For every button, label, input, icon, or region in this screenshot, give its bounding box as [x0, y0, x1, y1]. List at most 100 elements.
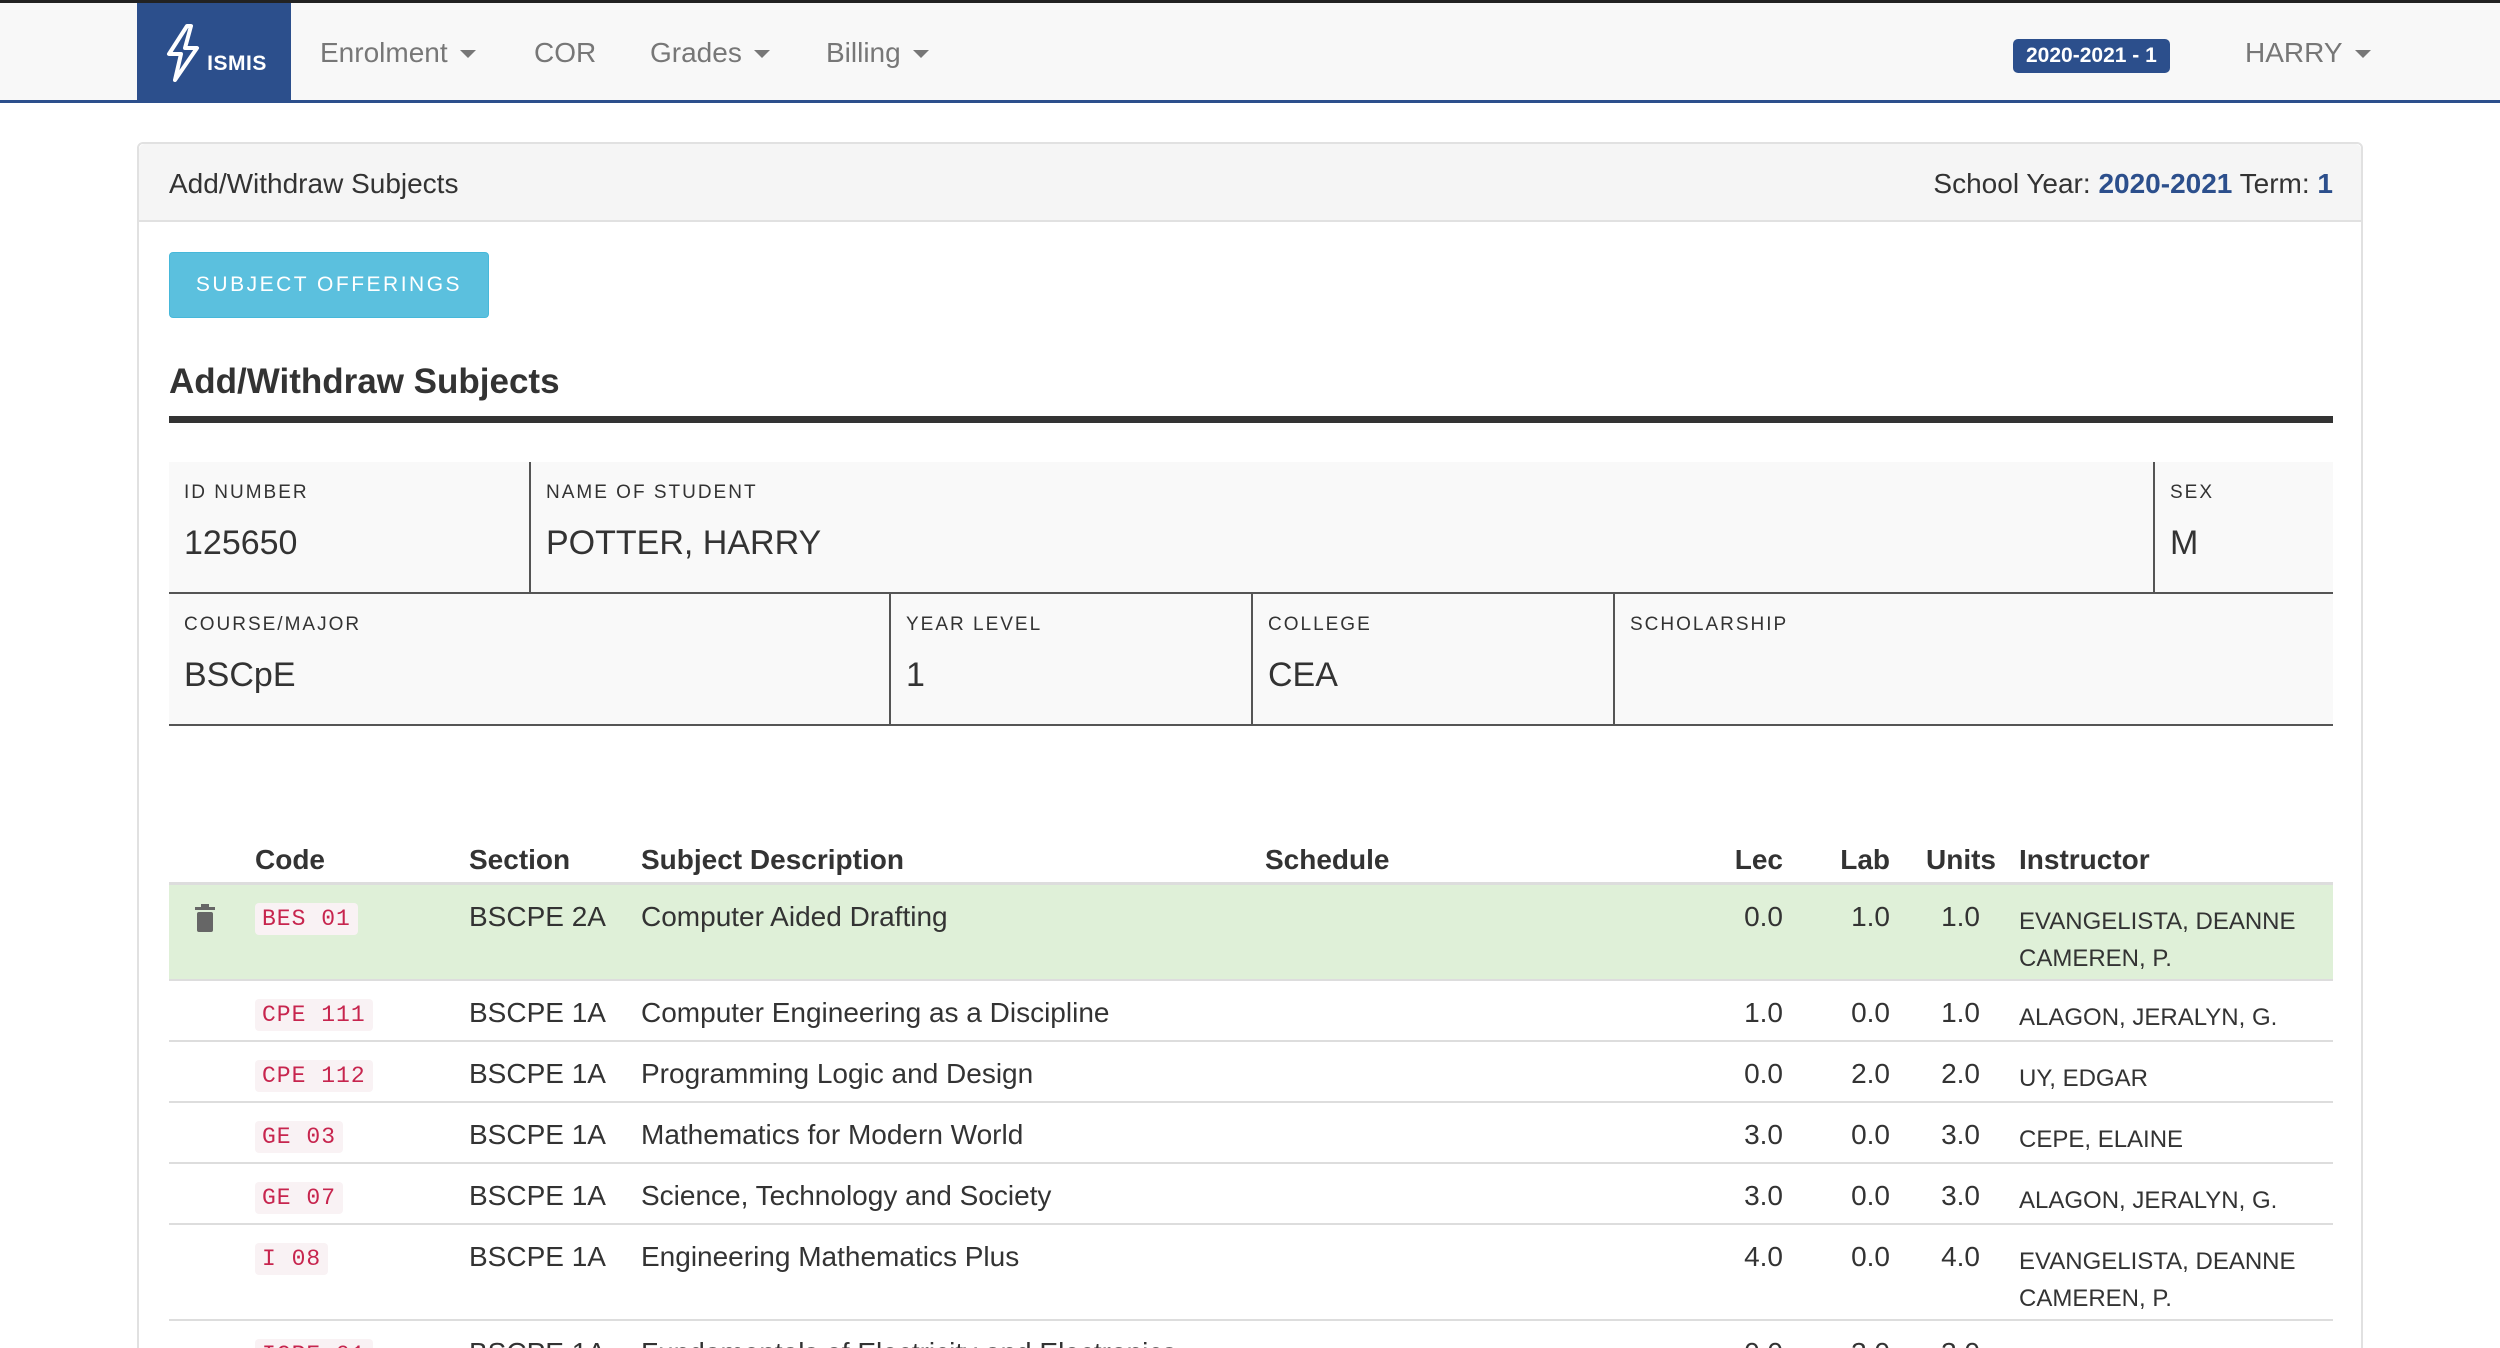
table-row: ICPE 01 BSCPE 1A Fundamentals of Electri…	[169, 1321, 2333, 1348]
header-description: Subject Description	[641, 844, 904, 875]
subject-lec: 1.0	[1744, 997, 1783, 1028]
header-schedule: Schedule	[1265, 844, 1390, 875]
brand-name: ISMIS	[207, 52, 267, 75]
subject-instructor: UY, EDGAR	[2019, 1065, 2148, 1092]
section-title: Add/Withdraw Subjects	[169, 362, 560, 401]
course-value: BSCpE	[184, 656, 296, 694]
sex-cell: SEX M	[2153, 462, 2333, 592]
subject-lec: 0.0	[1744, 1058, 1783, 1089]
student-info-row-2: COURSE/MAJOR BSCpE YEAR LEVEL 1 COLLEGE …	[169, 594, 2333, 726]
subject-units: 4.0	[1941, 1241, 1980, 1272]
id-number-value: 125650	[184, 524, 298, 562]
subject-description: Science, Technology and Society	[641, 1180, 1052, 1211]
caret-down-icon	[459, 50, 476, 58]
nav-cor[interactable]: COR	[534, 3, 596, 103]
subject-units: 1.0	[1941, 901, 1980, 932]
subject-units: 1.0	[1941, 997, 1980, 1028]
subject-lab: 1.0	[1851, 901, 1890, 932]
subject-description: Computer Aided Drafting	[641, 901, 948, 932]
brand-logo[interactable]: ISMIS	[137, 3, 291, 103]
id-number-cell: ID NUMBER 125650	[169, 462, 529, 592]
subject-section: BSCPE 1A	[469, 1180, 606, 1211]
add-withdraw-panel: Add/Withdraw Subjects School Year: 2020-…	[137, 142, 2363, 1348]
subject-lec: 3.0	[1744, 1180, 1783, 1211]
subject-description: Engineering Mathematics Plus	[641, 1241, 1020, 1272]
subject-description: Computer Engineering as a Discipline	[641, 997, 1110, 1028]
caret-down-icon	[2354, 50, 2371, 58]
course-cell: COURSE/MAJOR BSCpE	[169, 594, 889, 724]
header-lec: Lec	[1734, 844, 1783, 875]
year-level-cell: YEAR LEVEL 1	[889, 594, 1251, 724]
table-row: GE 03 BSCPE 1A Mathematics for Modern Wo…	[169, 1103, 2333, 1164]
subject-instructor: CEPE, ELAINE	[2019, 1126, 2184, 1153]
table-row: GE 07 BSCPE 1A Science, Technology and S…	[169, 1164, 2333, 1225]
term-badge: 2020-2021 - 1	[2013, 39, 2170, 73]
subject-lec: 3.0	[1744, 1119, 1783, 1150]
panel-heading: Add/Withdraw Subjects School Year: 2020-…	[139, 144, 2361, 222]
sex-label: SEX	[2170, 482, 2215, 503]
table-row: CPE 112 BSCPE 1A Programming Logic and D…	[169, 1042, 2333, 1103]
year-level-value: 1	[906, 656, 925, 694]
top-navbar: ISMIS Enrolment COR Grades Billing 2020-…	[0, 0, 2500, 103]
header-instructor: Instructor	[2019, 844, 2150, 875]
subject-code: CPE 112	[255, 1060, 373, 1092]
section-divider	[169, 416, 2333, 423]
subject-section: BSCPE 1A	[469, 997, 606, 1028]
college-cell: COLLEGE CEA	[1251, 594, 1613, 724]
term-label: Term:	[2239, 168, 2310, 199]
nav-billing[interactable]: Billing	[826, 3, 929, 103]
header-units: Units	[1926, 844, 1996, 875]
subject-units: 3.0	[1941, 1119, 1980, 1150]
subject-section: BSCPE 1A	[469, 1058, 606, 1089]
subject-section: BSCPE 1A	[469, 1337, 606, 1348]
subject-lab: 0.0	[1851, 1180, 1890, 1211]
subject-code: GE 03	[255, 1121, 344, 1153]
subject-lab: 2.0	[1851, 1058, 1890, 1089]
nav-cor-label: COR	[534, 37, 597, 68]
subject-instructor: ALAGON, JERALYN, G.	[2019, 1004, 2278, 1031]
subject-units: 2.0	[1941, 1058, 1980, 1089]
term-value: 1	[2317, 168, 2333, 199]
nav-enrolment[interactable]: Enrolment	[320, 3, 476, 103]
college-value: CEA	[1268, 656, 1338, 694]
bolt-logo-icon	[167, 24, 200, 82]
subject-lec: 0.0	[1744, 901, 1783, 932]
subject-code: CPE 111	[255, 999, 373, 1031]
subjects-table: Code Section Subject Description Schedul…	[169, 834, 2333, 1348]
header-code: Code	[255, 844, 325, 875]
subject-code: BES 01	[255, 903, 358, 935]
header-section: Section	[469, 844, 571, 875]
subject-section: BSCPE 1A	[469, 1241, 606, 1272]
user-menu[interactable]: HARRY	[2245, 3, 2371, 103]
subject-code: I 08	[255, 1243, 329, 1275]
trash-icon[interactable]	[193, 903, 217, 933]
subject-lab: 0.0	[1851, 1119, 1890, 1150]
course-label: COURSE/MAJOR	[184, 614, 362, 635]
student-info-row-1: ID NUMBER 125650 NAME OF STUDENT POTTER,…	[169, 462, 2333, 594]
subject-lab: 0.0	[1851, 1241, 1890, 1272]
sex-value: M	[2170, 524, 2199, 562]
table-row: BES 01 BSCPE 2A Computer Aided Drafting …	[169, 885, 2333, 981]
header-lab: Lab	[1840, 844, 1890, 875]
school-year-info: School Year: 2020-2021 Term: 1	[1933, 168, 2333, 200]
subject-code: GE 07	[255, 1182, 344, 1214]
nav-grades-label: Grades	[650, 37, 742, 68]
subject-section: BSCPE 1A	[469, 1119, 606, 1150]
table-row: I 08 BSCPE 1A Engineering Mathematics Pl…	[169, 1225, 2333, 1321]
nav-billing-label: Billing	[826, 37, 901, 68]
subject-description: Programming Logic and Design	[641, 1058, 1034, 1089]
college-label: COLLEGE	[1268, 614, 1372, 635]
caret-down-icon	[753, 50, 770, 58]
id-number-label: ID NUMBER	[184, 482, 309, 503]
subject-lec: 0.0	[1744, 1337, 1783, 1348]
nav-grades[interactable]: Grades	[650, 3, 770, 103]
student-name-cell: NAME OF STUDENT POTTER, HARRY	[529, 462, 2153, 592]
subject-offerings-button[interactable]: SUBJECT OFFERINGS	[169, 252, 489, 318]
subject-units: 3.0	[1941, 1337, 1980, 1348]
subject-code: ICPE 01	[255, 1339, 373, 1348]
subject-instructor: ALAGON, JERALYN, G.	[2019, 1187, 2278, 1214]
subject-instructor: EVANGELISTA, DEANNE CAMEREN, P.	[2019, 1248, 2296, 1312]
table-header: Code Section Subject Description Schedul…	[169, 834, 2333, 885]
scholarship-cell: SCHOLARSHIP	[1613, 594, 2333, 724]
subject-instructor: BASTES, BOBBY, M.	[2019, 1339, 2339, 1348]
